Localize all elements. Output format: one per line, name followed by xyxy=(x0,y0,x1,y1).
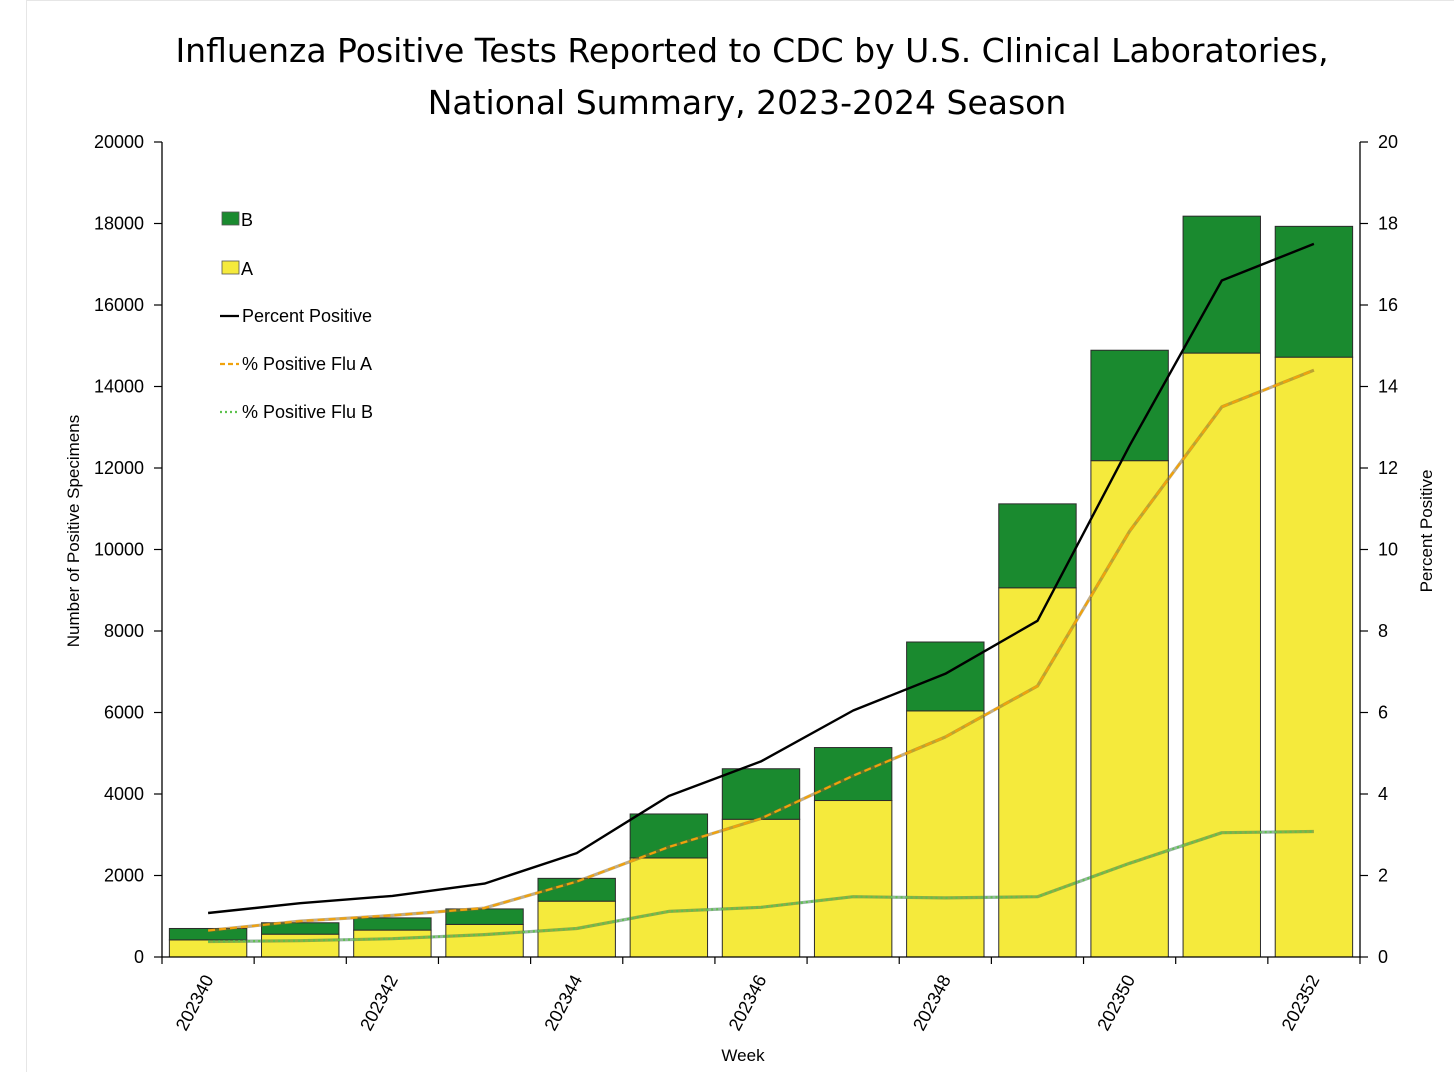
bar-b-202350 xyxy=(1090,349,1169,462)
bar-b-202342 xyxy=(353,917,432,931)
y2-tick-label: 12 xyxy=(1378,458,1398,478)
y2-tick-label: 6 xyxy=(1378,703,1388,723)
y2-tick-label: 4 xyxy=(1378,784,1388,804)
line-percent-positive xyxy=(207,242,1315,915)
chart-frame xyxy=(26,0,1454,1072)
chart-title: Influenza Positive Tests Reported to CDC… xyxy=(175,31,1328,122)
y2-tick-label: 2 xyxy=(1378,866,1388,886)
y-tick-label: 18000 xyxy=(94,214,144,234)
x-tick-label: 202348 xyxy=(909,971,955,1033)
bar-a-202347 xyxy=(813,800,893,958)
x-tick-label: 202346 xyxy=(725,971,771,1033)
legend: B A Percent Positive % Positive Flu A % … xyxy=(220,210,373,422)
y2-tick-label: 16 xyxy=(1378,295,1398,315)
x-axis-title: Week xyxy=(721,1046,765,1065)
y-axis-title: Number of Positive Specimens xyxy=(64,415,83,647)
bar-a-202342 xyxy=(353,929,432,958)
y-tick-label: 8000 xyxy=(104,621,144,641)
bar-b-202340 xyxy=(168,927,248,941)
y-tick-label: 12000 xyxy=(94,458,144,478)
bar-b-202351 xyxy=(1182,215,1261,354)
bar-a-202341 xyxy=(261,933,340,958)
bar-a-202350 xyxy=(1090,460,1169,958)
bar-b-202345 xyxy=(629,813,709,859)
right-y-ticks: 0 2 4 6 8 10 12 14 16 18 20 xyxy=(1360,132,1398,967)
y2-axis-title: Percent Positive xyxy=(1417,470,1436,593)
chart-title-line-2: National Summary, 2023-2024 Season xyxy=(428,83,1067,122)
line-shadow-flu-b xyxy=(208,829,1314,944)
bar-b-202341 xyxy=(261,922,340,935)
legend-label-a: A xyxy=(241,259,253,279)
legend-swatch-b xyxy=(221,211,240,226)
y2-tick-label: 0 xyxy=(1378,947,1388,967)
legend-label-flu-b: % Positive Flu B xyxy=(242,402,373,422)
legend-label-flu-a: % Positive Flu A xyxy=(242,354,372,374)
bar-layer xyxy=(168,215,1354,958)
x-tick-label: 202340 xyxy=(172,971,218,1033)
x-tick-label: 202352 xyxy=(1278,971,1324,1033)
bar-b-202346 xyxy=(721,768,801,820)
y2-tick-label: 18 xyxy=(1378,214,1398,234)
legend-swatch-a xyxy=(221,260,240,275)
legend-label-b: B xyxy=(241,210,253,230)
bar-a-202343 xyxy=(445,923,524,958)
y2-tick-label: 8 xyxy=(1378,621,1388,641)
y-tick-label: 2000 xyxy=(104,866,144,886)
y-tick-label: 6000 xyxy=(104,703,144,723)
bar-b-202348 xyxy=(906,641,985,712)
chart-title-line-1: Influenza Positive Tests Reported to CDC… xyxy=(175,31,1328,70)
bar-a-202352 xyxy=(1274,356,1354,958)
y-tick-label: 0 xyxy=(134,947,144,967)
bar-a-202348 xyxy=(906,710,985,958)
bar-a-202346 xyxy=(721,818,801,958)
x-tick-label: 202342 xyxy=(356,971,402,1033)
y-tick-label: 16000 xyxy=(94,295,144,315)
x-ticks: 202340 202342 202344 202346 202348 202350 2023… xyxy=(161,957,1361,1034)
bar-b-202349 xyxy=(998,503,1077,589)
y-tick-label: 20000 xyxy=(94,132,144,152)
y-tick-label: 14000 xyxy=(94,377,144,397)
line-shadow-flu-a xyxy=(207,368,1315,933)
y2-tick-label: 20 xyxy=(1378,132,1398,152)
bar-b-202352 xyxy=(1274,225,1354,358)
x-tick-label: 202350 xyxy=(1093,971,1139,1033)
y-tick-label: 4000 xyxy=(104,784,144,804)
y2-tick-label: 10 xyxy=(1378,540,1398,560)
y-tick-label: 10000 xyxy=(94,540,144,560)
x-tick-label: 202344 xyxy=(540,971,586,1033)
left-y-ticks: 0 2000 4000 6000 8000 10000 12000 14000 16000 180… xyxy=(94,132,162,967)
bar-a-202345 xyxy=(629,857,709,958)
line-layer xyxy=(207,242,1315,944)
y2-tick-label: 14 xyxy=(1378,377,1398,397)
legend-label-percent-positive: Percent Positive xyxy=(242,306,372,326)
bar-b-202344 xyxy=(537,877,616,902)
